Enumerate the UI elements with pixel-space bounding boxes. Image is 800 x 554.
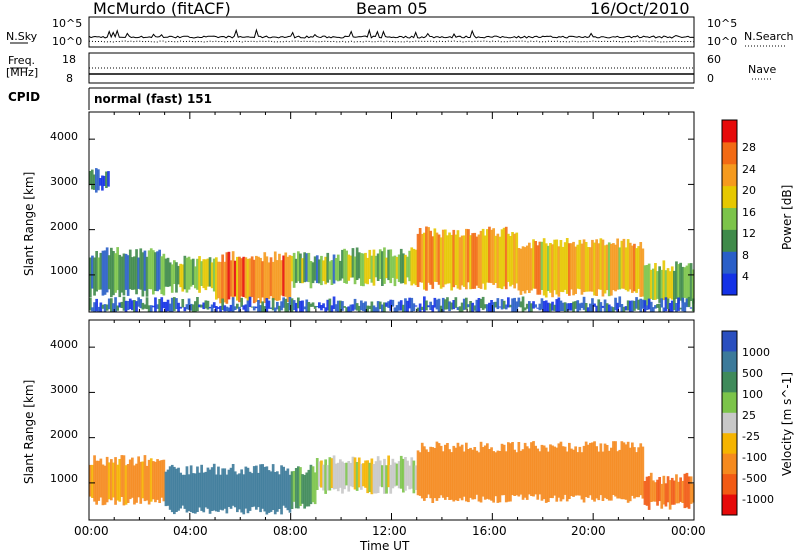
beam-title: Beam 05 (356, 0, 428, 18)
echo-region-1-4 (416, 441, 645, 503)
noise-tick-high-right: 10^5 (707, 17, 738, 30)
power-cbar-tick-8: 8 (742, 249, 749, 262)
nave-tick-low: 0 (707, 72, 714, 85)
velocity-cbar-tick-100: 100 (742, 388, 763, 401)
power-cbar-swatch-0 (722, 273, 737, 296)
echo-region-1-0 (89, 455, 166, 506)
power-cbar-swatch-7 (722, 120, 737, 143)
velocity-cbar-tick-m100: -100 (742, 451, 767, 464)
velocity-cbar-swatch-8 (722, 494, 737, 516)
xtick-1600: 16:00 (472, 524, 507, 538)
velocity-cbar-tick-m25: -25 (742, 430, 760, 443)
velocity-cbar-swatch-7 (722, 474, 737, 496)
power-cbar-tick-20: 20 (742, 184, 756, 197)
power-panel-ylabel: Slant Range [km] (22, 171, 36, 276)
freq-label-line1: Freq. (8, 54, 36, 67)
velocity-cbar-swatch-4 (722, 412, 737, 434)
xtick-0400: 04:00 (173, 524, 208, 538)
echo-region-0-6 (517, 238, 645, 298)
power-cbar-swatch-4 (722, 185, 737, 208)
xtick-0800: 08:00 (273, 524, 308, 538)
power-cbar-tick-24: 24 (742, 163, 756, 176)
power-cbar-tick-12: 12 (742, 227, 756, 240)
noise-tick-high-left: 10^5 (52, 17, 83, 30)
cpid-value: normal (fast) 151 (94, 92, 212, 106)
velocity-cbar-swatch-0 (722, 331, 737, 352)
xtick-0000: 00:00 (74, 524, 109, 538)
velocity-ytick-2000: 2000 (50, 428, 78, 441)
echo-region-1-1 (164, 463, 292, 515)
nsky-label: N.Sky (6, 30, 38, 43)
echo-region-0-2 (215, 251, 292, 304)
nave-label: Nave (748, 63, 777, 76)
time-axis-label: Time UT (360, 539, 410, 553)
velocity-ytick-4000: 4000 (50, 338, 78, 351)
cpid-label: CPID (8, 90, 41, 104)
noise-tick-low-right: 10^0 (707, 35, 738, 48)
velocity-cbar-tick-m1000: -1000 (742, 493, 774, 506)
velocity-cbar-tick-1000: 1000 (742, 346, 770, 359)
echo-region-0-5 (416, 226, 519, 291)
echo-region-0-9 (89, 296, 695, 312)
velocity-cbar-frame (721, 330, 738, 516)
noise-panel-frame (88, 16, 695, 48)
velocity-panel-ylabel: Slant Range [km] (22, 379, 36, 484)
velocity-cbar-swatch-2 (722, 371, 737, 393)
nsearch-trace (88, 40, 695, 43)
echo-region-0-8 (89, 168, 110, 193)
echo-region-0-1 (164, 255, 216, 293)
nave-tick-high: 60 (707, 53, 721, 66)
velocity-cbar-label: Velocity [m s^-1] (780, 371, 794, 476)
power-cbar-swatch-5 (722, 163, 737, 187)
velocity-cbar-tick-25: 25 (742, 409, 756, 422)
xtick-1200: 12:00 (372, 524, 407, 538)
power-ytick-3000: 3000 (50, 175, 78, 188)
power-cbar-swatch-2 (722, 229, 737, 252)
station-title: McMurdo (fitACF) (93, 0, 231, 18)
power-cbar-swatch-3 (722, 207, 737, 230)
date-title: 16/Oct/2010 (590, 0, 690, 18)
velocity-cbar-swatch-1 (722, 351, 737, 373)
xtick-2400: 00:00 (671, 524, 706, 538)
velocity-cbar-tick-m500: -500 (742, 472, 767, 485)
power-cbar-frame (721, 119, 738, 296)
velocity-ytick-3000: 3000 (50, 383, 78, 396)
echo-region-0-4 (341, 247, 418, 287)
power-ytick-2000: 2000 (50, 220, 78, 233)
echo-region-1-3 (315, 455, 418, 495)
power-cbar-label: Power [dB] (780, 184, 794, 250)
power-ytick-4000: 4000 (50, 130, 78, 143)
echo-region-1-5 (643, 472, 695, 510)
freq-label-line2: [MHz] (6, 66, 39, 79)
power-cbar-tick-4: 4 (742, 270, 749, 283)
power-cbar-swatch-1 (722, 251, 737, 274)
echo-region-0-0 (89, 247, 166, 298)
power-ytick-1000: 1000 (50, 264, 78, 277)
freq-tick-high: 18 (62, 53, 76, 66)
velocity-cbar-swatch-3 (722, 392, 737, 414)
xtick-2000: 20:00 (571, 524, 606, 538)
echo-region-0-3 (290, 251, 342, 289)
power-cbar-tick-28: 28 (742, 141, 756, 154)
echo-region-1-2 (290, 464, 317, 509)
power-cbar-swatch-6 (722, 141, 737, 165)
echo-region-0-7 (643, 260, 695, 307)
velocity-cbar-swatch-6 (722, 453, 737, 475)
velocity-cbar-tick-500: 500 (742, 367, 763, 380)
nsearch-label: N.Search (744, 30, 794, 43)
nsky-trace (88, 28, 695, 39)
velocity-cbar-swatch-5 (722, 433, 737, 455)
velocity-ytick-1000: 1000 (50, 472, 78, 485)
freq-tick-low: 8 (66, 72, 73, 85)
noise-tick-low-left: 10^0 (52, 35, 83, 48)
power-cbar-tick-16: 16 (742, 206, 756, 219)
